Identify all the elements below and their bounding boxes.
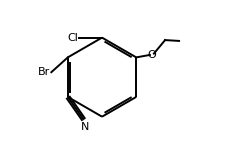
Text: N: N xyxy=(81,122,89,132)
Text: Br: Br xyxy=(38,67,50,77)
Text: Cl: Cl xyxy=(67,33,78,43)
Text: O: O xyxy=(147,50,156,60)
